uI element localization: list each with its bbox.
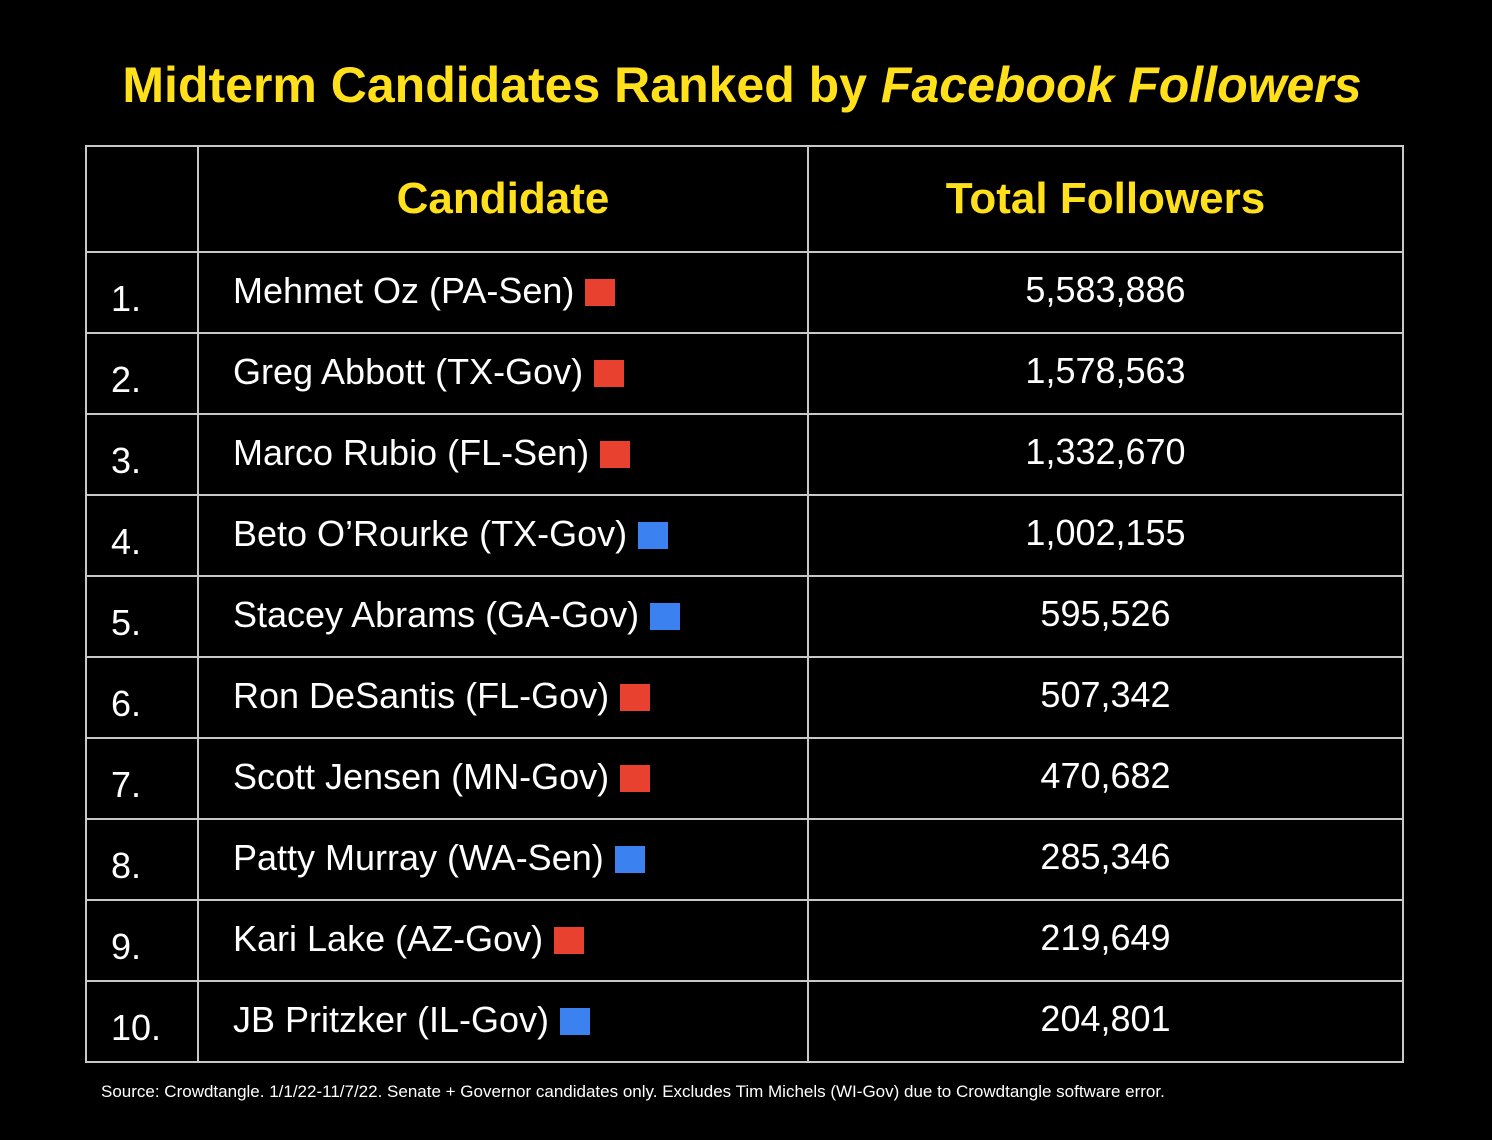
table-row: 2. Greg Abbott (TX-Gov) 1,578,563 — [85, 332, 1404, 415]
candidate-cell: Ron DeSantis (FL-Gov) — [197, 656, 809, 739]
candidate-cell: Beto O’Rourke (TX-Gov) — [197, 494, 809, 577]
candidate-cell: Scott Jensen (MN-Gov) — [197, 737, 809, 820]
candidate-name: Ron DeSantis (FL-Gov) — [233, 674, 610, 716]
table-header-row: Candidate Total Followers — [85, 145, 1404, 253]
party-swatch — [585, 278, 616, 306]
candidate-name: Stacey Abrams (GA-Gov) — [233, 593, 640, 635]
party-swatch — [560, 1007, 591, 1035]
followers-cell: 470,682 — [807, 737, 1404, 820]
party-swatch — [620, 683, 651, 711]
candidate-name: Greg Abbott (TX-Gov) — [233, 350, 584, 392]
table-row: 7. Scott Jensen (MN-Gov) 470,682 — [85, 737, 1404, 820]
candidate-cell: JB Pritzker (IL-Gov) — [197, 980, 809, 1063]
candidate-name: JB Pritzker (IL-Gov) — [233, 998, 550, 1040]
followers-cell: 1,002,155 — [807, 494, 1404, 577]
party-swatch — [614, 845, 645, 873]
followers-cell: 219,649 — [807, 899, 1404, 982]
candidate-name: Patty Murray (WA-Sen) — [233, 836, 604, 878]
candidate-name: Mehmet Oz (PA-Sen) — [233, 269, 575, 311]
rank-cell: 9. — [85, 899, 199, 982]
rank-cell: 8. — [85, 818, 199, 901]
rank-cell: 2. — [85, 332, 199, 415]
party-swatch — [594, 359, 625, 387]
candidate-cell: Stacey Abrams (GA-Gov) — [197, 575, 809, 658]
party-swatch — [650, 602, 681, 630]
party-swatch — [600, 440, 631, 468]
candidate-cell: Marco Rubio (FL-Sen) — [197, 413, 809, 496]
followers-table: Candidate Total Followers 1. Mehmet Oz (P… — [85, 145, 1404, 1063]
rank-cell: 1. — [85, 251, 199, 334]
rank-cell: 10. — [85, 980, 199, 1063]
party-swatch — [554, 926, 585, 954]
candidate-name: Kari Lake (AZ-Gov) — [233, 917, 544, 959]
table-row: 3. Marco Rubio (FL-Sen) 1,332,670 — [85, 413, 1404, 496]
source-note: Source: Crowdtangle. 1/1/22-11/7/22. Sen… — [101, 1082, 1165, 1101]
rank-cell: 4. — [85, 494, 199, 577]
rank-cell: 5. — [85, 575, 199, 658]
candidate-cell: Kari Lake (AZ-Gov) — [197, 899, 809, 982]
table-row: 10. JB Pritzker (IL-Gov) 204,801 — [85, 980, 1404, 1063]
candidate-cell: Mehmet Oz (PA-Sen) — [197, 251, 809, 334]
table-row: 9. Kari Lake (AZ-Gov) 219,649 — [85, 899, 1404, 982]
candidate-cell: Patty Murray (WA-Sen) — [197, 818, 809, 901]
chart-title-emphasis: Facebook Followers — [880, 57, 1362, 113]
rank-cell: 7. — [85, 737, 199, 820]
rank-cell: 3. — [85, 413, 199, 496]
party-swatch — [638, 521, 669, 549]
followers-cell: 1,332,670 — [807, 413, 1404, 496]
header-candidate: Candidate — [197, 145, 809, 253]
followers-cell: 5,583,886 — [807, 251, 1404, 334]
followers-cell: 507,342 — [807, 656, 1404, 739]
table-row: 1. Mehmet Oz (PA-Sen) 5,583,886 — [85, 251, 1404, 334]
followers-cell: 285,346 — [807, 818, 1404, 901]
table-row: 4. Beto O’Rourke (TX-Gov) 1,002,155 — [85, 494, 1404, 577]
followers-cell: 595,526 — [807, 575, 1404, 658]
table-row: 6. Ron DeSantis (FL-Gov) 507,342 — [85, 656, 1404, 739]
party-swatch — [620, 764, 651, 792]
candidate-cell: Greg Abbott (TX-Gov) — [197, 332, 809, 415]
candidate-name: Scott Jensen (MN-Gov) — [233, 755, 610, 797]
header-rank — [85, 145, 199, 253]
table-body: 1. Mehmet Oz (PA-Sen) 5,583,886 2. Greg Abbo… — [85, 251, 1404, 1063]
chart-title-main: Midterm Candidates Ranked by — [122, 57, 881, 113]
followers-cell: 204,801 — [807, 980, 1404, 1063]
candidate-name: Marco Rubio (FL-Sen) — [233, 431, 590, 473]
followers-cell: 1,578,563 — [807, 332, 1404, 415]
header-total-followers: Total Followers — [807, 145, 1404, 253]
chart-title: Midterm Candidates Ranked by Facebook Fo… — [0, 56, 1484, 114]
candidate-name: Beto O’Rourke (TX-Gov) — [233, 512, 628, 554]
table-row: 8. Patty Murray (WA-Sen) 285,346 — [85, 818, 1404, 901]
table-row: 5. Stacey Abrams (GA-Gov) 595,526 — [85, 575, 1404, 658]
rank-cell: 6. — [85, 656, 199, 739]
